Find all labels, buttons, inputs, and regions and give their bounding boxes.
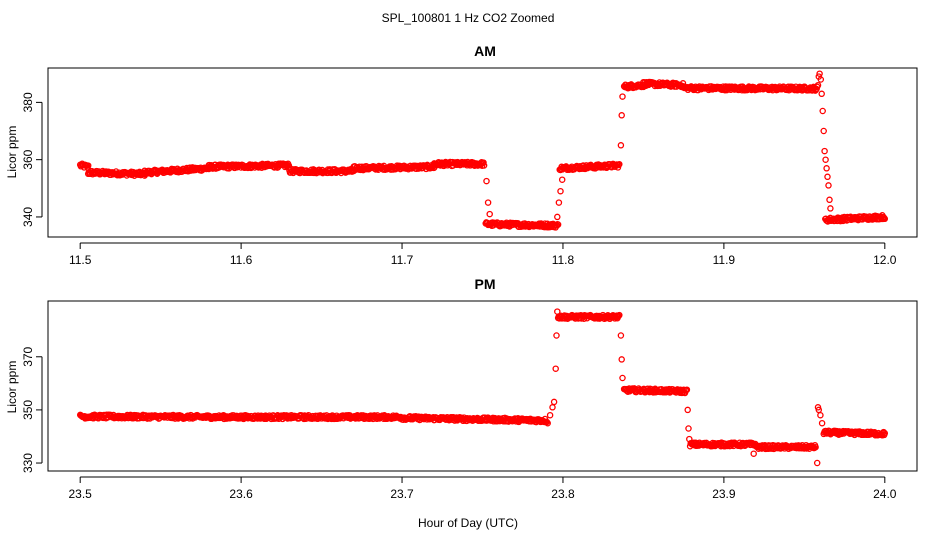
x-tick-label: 23.7	[390, 487, 414, 501]
data-point	[554, 221, 562, 228]
plot-area-am: 11.5 11.6 11.7 11.8 11.9 12.0 340 360 380	[21, 67, 918, 267]
x-tick-label: 23.8	[551, 487, 575, 501]
series-points	[76, 70, 889, 231]
data-point	[818, 90, 825, 98]
y-tick-label: 340	[21, 207, 35, 227]
data-point	[558, 176, 566, 183]
data-point	[557, 187, 564, 195]
data-point	[616, 160, 623, 168]
data-point	[483, 177, 490, 185]
y-tick-label: 330	[21, 453, 35, 473]
data-point	[484, 199, 492, 206]
y-axis-label-am: Licor ppm	[5, 126, 19, 179]
data-point	[813, 459, 821, 467]
data-point	[550, 398, 558, 406]
x-tick-label: 23.5	[69, 487, 93, 501]
data-point	[552, 365, 559, 372]
x-tick-label: 11.8	[552, 253, 575, 267]
data-point	[821, 147, 828, 155]
data-point	[822, 156, 829, 163]
data-point	[84, 162, 92, 169]
data-point	[549, 404, 556, 411]
data-point	[480, 159, 487, 166]
data-point	[686, 435, 693, 443]
y-tick-label: 380	[21, 92, 35, 112]
y-tick-label: 370	[21, 346, 35, 366]
data-point	[881, 215, 889, 223]
data-point	[814, 81, 822, 89]
y-tick-label: 360	[21, 149, 35, 169]
data-point	[683, 386, 691, 393]
x-tick-label: 11.6	[230, 253, 253, 267]
data-point	[881, 430, 889, 437]
data-point	[546, 411, 554, 419]
data-point	[818, 419, 826, 427]
data-point	[880, 428, 887, 436]
data-point	[685, 425, 692, 432]
data-point	[684, 406, 691, 414]
x-tick-label: 11.7	[391, 253, 414, 267]
x-tick-label: 11.9	[713, 253, 736, 267]
data-point	[826, 196, 833, 204]
data-point	[617, 332, 625, 339]
data-point	[825, 182, 832, 189]
data-point	[619, 93, 626, 100]
data-point	[480, 162, 488, 169]
data-point	[819, 107, 826, 115]
panel-pm: PM Licor ppm 23.5 23.6 23.7 23.8 23.9 24.0 330…	[5, 276, 918, 501]
data-point	[618, 112, 625, 119]
series-points	[76, 308, 889, 467]
x-tick-label: 12.0	[873, 253, 897, 267]
data-point	[823, 165, 830, 172]
data-point	[544, 419, 551, 427]
data-point	[618, 356, 625, 363]
data-point	[554, 308, 561, 315]
x-tick-label: 24.0	[873, 487, 897, 501]
data-point	[486, 210, 493, 218]
x-axis-label: Hour of Day (UTC)	[418, 516, 518, 530]
data-point	[817, 76, 825, 83]
panel-title-am: AM	[474, 43, 496, 59]
y-tick-label: 350	[21, 400, 35, 420]
figure-title: SPL_100801 1 Hz CO2 Zoomed	[382, 11, 555, 25]
panel-am: AM Licor ppm 11.5 11.6 11.7 11.8 11.9 12.0 340…	[5, 43, 918, 267]
data-point	[750, 450, 757, 457]
plot-area-pm: 23.5 23.6 23.7 23.8 23.9 24.0 330 350 370	[21, 300, 918, 501]
data-point	[827, 205, 834, 212]
x-tick-label: 11.5	[69, 253, 92, 267]
data-point	[816, 70, 823, 77]
data-point	[820, 127, 827, 135]
data-point	[812, 443, 819, 451]
data-point	[617, 142, 625, 149]
plot-frame	[47, 67, 918, 238]
data-point	[619, 374, 626, 382]
data-point	[817, 411, 824, 419]
data-point	[616, 311, 623, 319]
data-point	[555, 199, 563, 206]
data-point	[553, 332, 560, 339]
x-tick-label: 23.6	[229, 487, 253, 501]
data-point	[554, 213, 561, 221]
x-tick-label: 23.9	[712, 487, 736, 501]
data-point	[824, 173, 831, 181]
y-axis-label-pm: Licor ppm	[5, 361, 19, 414]
panel-title-pm: PM	[475, 276, 496, 292]
plot-frame	[47, 300, 918, 472]
